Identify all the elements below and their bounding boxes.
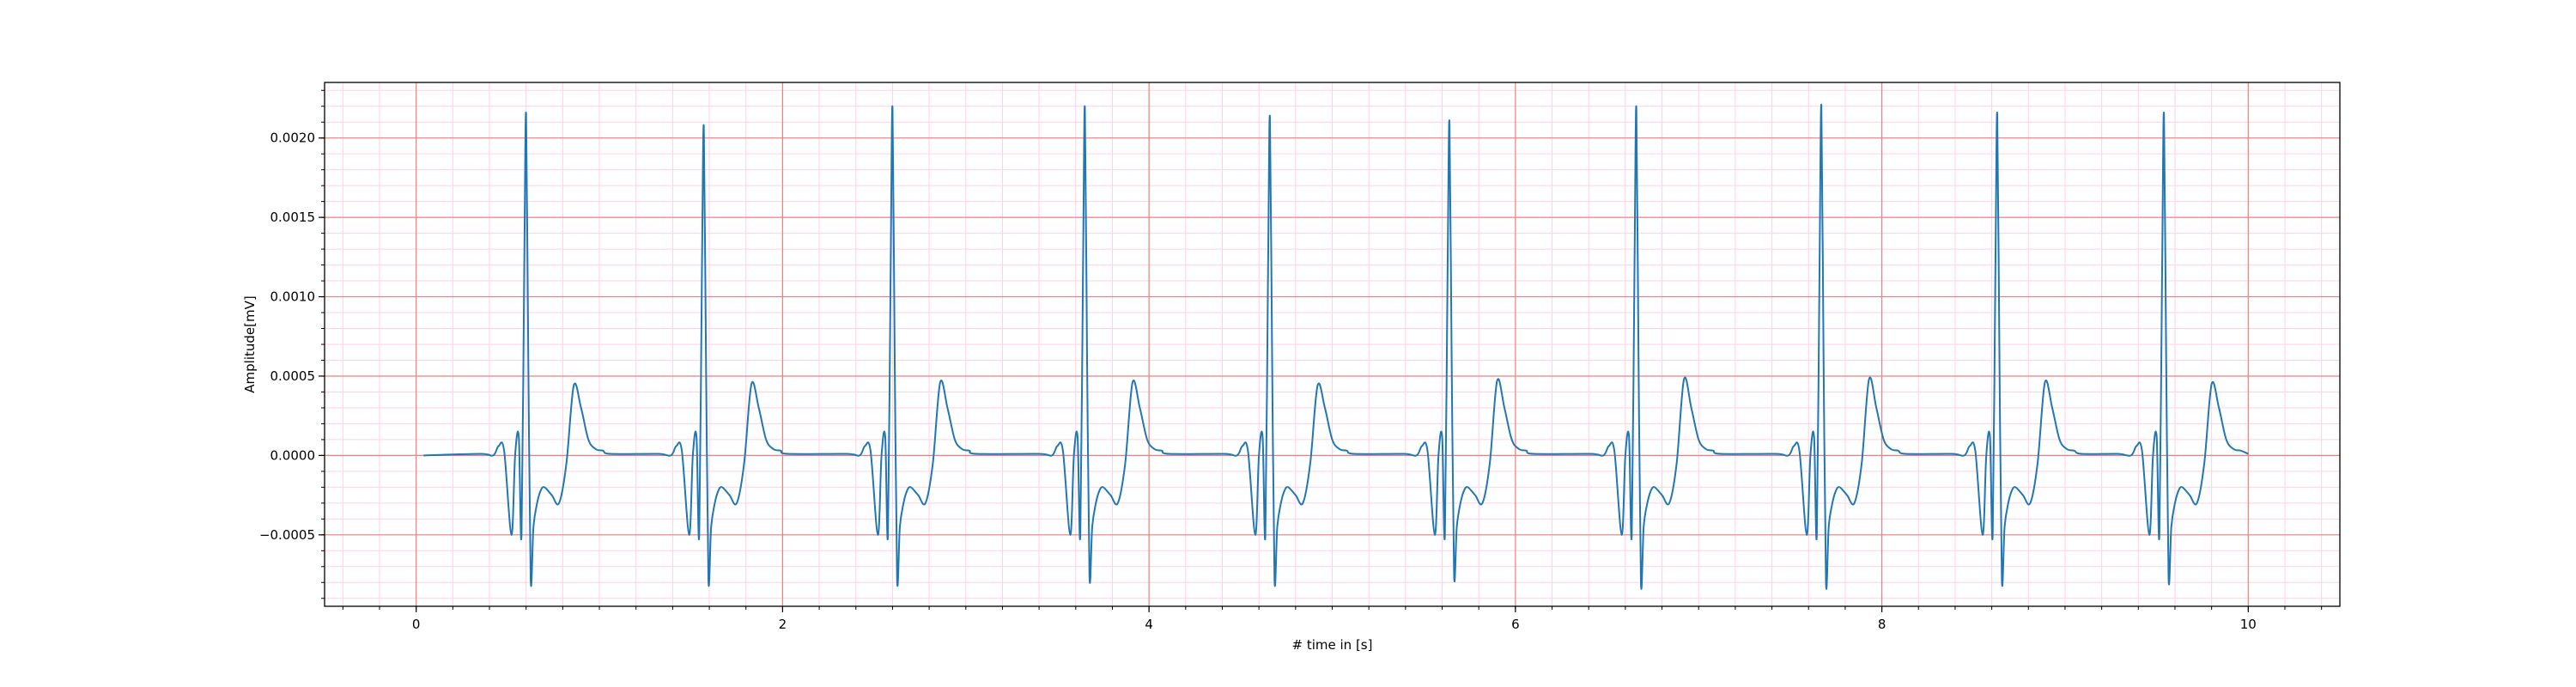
y-tick-label: 0.0005	[270, 368, 316, 384]
y-axis-label: Amplitude[mV]	[242, 295, 258, 392]
x-tick-label: 8	[1878, 617, 1886, 632]
y-tick-label: 0.0010	[270, 289, 316, 305]
x-tick-label: 0	[412, 617, 421, 632]
x-tick-label: 10	[2240, 617, 2257, 632]
y-tick-label: 0.0015	[270, 210, 316, 225]
x-tick-label: 2	[779, 617, 787, 632]
y-tick-label: −0.0005	[259, 527, 315, 543]
x-axis-label: # time in [s]	[1292, 637, 1373, 653]
y-tick-label: 0.0020	[270, 131, 316, 146]
x-tick-label: 6	[1511, 617, 1520, 632]
x-tick-label: 4	[1145, 617, 1153, 632]
y-tick-label: 0.0000	[270, 447, 316, 463]
